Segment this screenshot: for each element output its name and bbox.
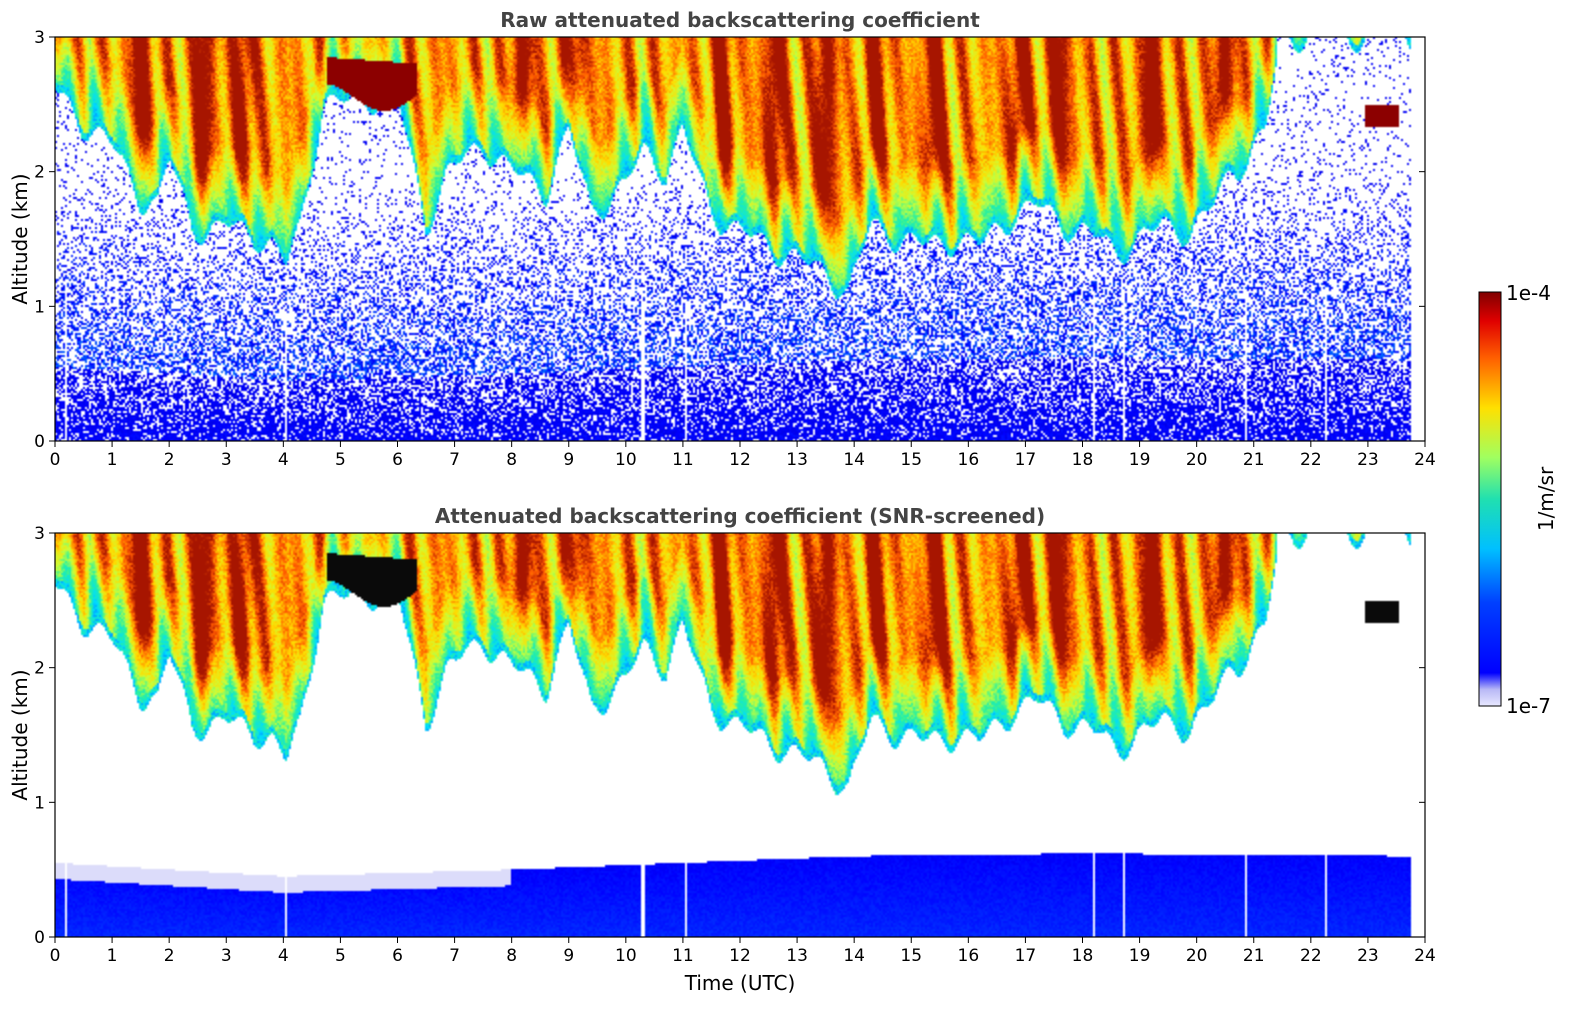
x-tick-label: 18 (1072, 946, 1094, 966)
colorbar-min-label: 1e-7 (1506, 694, 1551, 718)
heatmap-area (55, 533, 1425, 937)
x-tick-label: 4 (278, 450, 289, 470)
x-axis-ticks: 0 1 2 3 4 5 6 7 8 9 10 11 12 13 14 15 16 17 18 19 20 21 22 23 24 (50, 937, 1436, 966)
x-tick-label: 20 (1186, 450, 1208, 470)
y-tick-label: 1 (34, 793, 45, 813)
x-tick-label: 11 (672, 946, 694, 966)
x-tick-label: 23 (1357, 450, 1379, 470)
x-tick-label: 5 (335, 450, 346, 470)
y-tick-label: 1 (34, 297, 45, 317)
x-tick-label: 10 (615, 450, 637, 470)
x-tick-label: 18 (1072, 450, 1094, 470)
y-tick-label: 0 (34, 432, 45, 452)
heatmap-area (55, 37, 1425, 441)
x-tick-label: 24 (1414, 946, 1436, 966)
x-tick-label: 22 (1300, 450, 1322, 470)
y-tick-label: 2 (34, 163, 45, 183)
x-tick-label: 14 (843, 946, 865, 966)
y-axis-ticks: 0 1 2 3 (34, 28, 1425, 452)
backscatter-heatmap (55, 533, 1425, 937)
panel-title: Raw attenuated backscattering coefficien… (500, 8, 980, 32)
x-tick-label: 7 (449, 946, 460, 966)
colorbar-scale (1478, 291, 1502, 707)
backscatter-heatmap (55, 37, 1425, 441)
y-axis-label: Altitude (km) (8, 173, 32, 304)
colorbar-max-label: 1e-4 (1506, 281, 1551, 305)
x-tick-label: 23 (1357, 946, 1379, 966)
x-tick-label: 14 (843, 450, 865, 470)
x-tick-label: 16 (958, 450, 980, 470)
x-tick-label: 20 (1186, 946, 1208, 966)
x-tick-label: 2 (164, 450, 175, 470)
x-tick-label: 13 (786, 946, 808, 966)
y-tick-label: 2 (34, 659, 45, 679)
x-tick-label: 12 (729, 946, 751, 966)
x-tick-label: 0 (50, 946, 61, 966)
y-axis-label: Altitude (km) (8, 669, 32, 800)
y-tick-label: 3 (34, 524, 45, 544)
x-tick-label: 1 (107, 450, 118, 470)
x-tick-label: 19 (1129, 946, 1151, 966)
x-tick-label: 24 (1414, 450, 1436, 470)
y-tick-label: 0 (34, 928, 45, 948)
x-tick-label: 5 (335, 946, 346, 966)
screened-backscatter-panel: Attenuated backscattering coefficient (S… (8, 504, 1436, 995)
x-axis-ticks: 0 1 2 3 4 5 6 7 8 9 10 11 12 13 14 15 16 17 18 19 20 21 22 23 24 (50, 441, 1436, 470)
x-tick-label: 17 (1015, 946, 1037, 966)
x-tick-label: 9 (563, 450, 574, 470)
x-tick-label: 2 (164, 946, 175, 966)
x-tick-label: 0 (50, 450, 61, 470)
x-tick-label: 9 (563, 946, 574, 966)
y-axis-ticks: 0 1 2 3 (34, 524, 1425, 948)
x-tick-label: 3 (221, 450, 232, 470)
x-tick-label: 6 (392, 946, 403, 966)
x-tick-label: 15 (900, 450, 922, 470)
x-axis-label: Time (UTC) (684, 971, 796, 995)
x-tick-label: 8 (506, 946, 517, 966)
raw-backscatter-panel: Raw attenuated backscattering coefficien… (8, 8, 1436, 470)
panel-title: Attenuated backscattering coefficient (S… (435, 504, 1045, 528)
x-tick-label: 10 (615, 946, 637, 966)
x-tick-label: 11 (672, 450, 694, 470)
x-tick-label: 6 (392, 450, 403, 470)
x-tick-label: 17 (1015, 450, 1037, 470)
x-tick-label: 13 (786, 450, 808, 470)
x-tick-label: 3 (221, 946, 232, 966)
x-tick-label: 21 (1243, 450, 1265, 470)
x-tick-label: 7 (449, 450, 460, 470)
x-tick-label: 1 (107, 946, 118, 966)
x-tick-label: 8 (506, 450, 517, 470)
x-tick-label: 16 (958, 946, 980, 966)
x-tick-label: 22 (1300, 946, 1322, 966)
x-tick-label: 15 (900, 946, 922, 966)
x-tick-label: 12 (729, 450, 751, 470)
x-tick-label: 21 (1243, 946, 1265, 966)
colorbar: 1e-4 1e-7 1/m/sr (1478, 281, 1558, 718)
y-tick-label: 3 (34, 28, 45, 48)
colorbar-unit-label: 1/m/sr (1534, 466, 1558, 531)
x-tick-label: 4 (278, 946, 289, 966)
x-tick-label: 19 (1129, 450, 1151, 470)
